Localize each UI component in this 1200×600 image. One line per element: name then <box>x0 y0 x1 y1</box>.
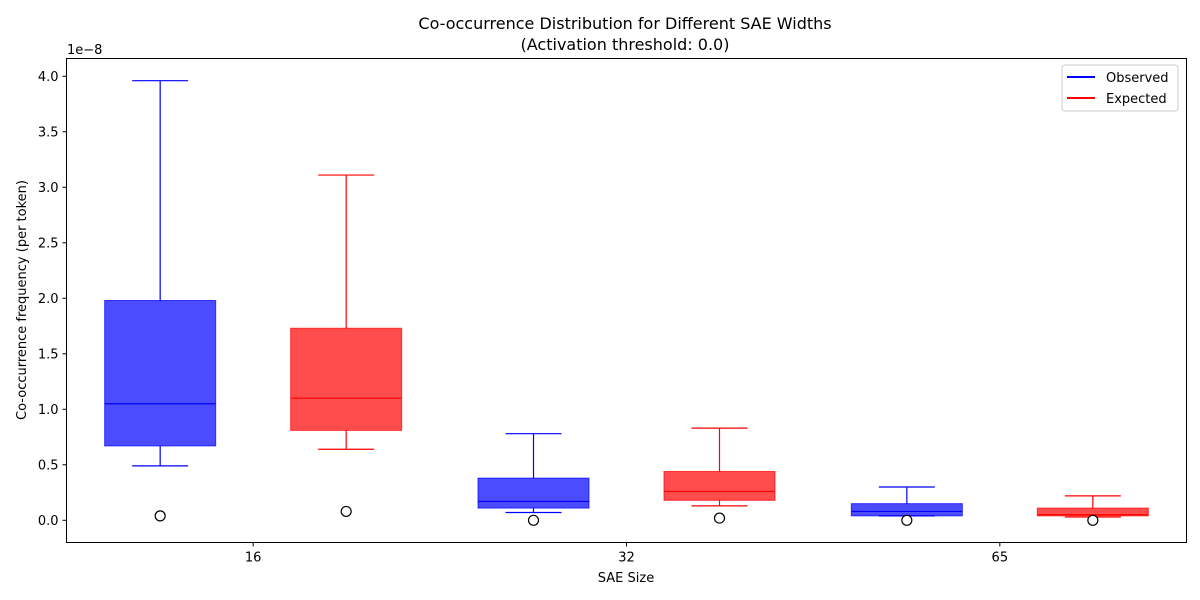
box-groups <box>104 80 1149 526</box>
y-tick-label: 2.5 <box>38 236 59 251</box>
legend: Observed Expected <box>1061 64 1179 112</box>
iqr-box <box>850 503 963 517</box>
box-observed-65 <box>850 486 963 526</box>
legend-label-observed: Observed <box>1106 71 1169 86</box>
x-axis-ticks: 16 32 65 <box>245 542 1009 566</box>
iqr-box <box>663 470 776 501</box>
outlier-point <box>1087 514 1099 526</box>
x-tick-label: 65 <box>992 551 1009 566</box>
chart-title: Co-occurrence Distribution for Different… <box>418 14 831 33</box>
y-axis-label: Co-occurrence frequency (per token) <box>15 180 30 420</box>
outlier-point <box>713 512 726 524</box>
iqr-box <box>290 327 403 431</box>
y-tick-label: 4.0 <box>38 70 59 85</box>
outlier-point <box>154 510 166 522</box>
box-expected-16 <box>290 174 403 518</box>
y-axis-ticks: 0.0 0.5 1.0 1.5 2.0 2.5 3.0 3.5 4.0 <box>38 70 67 529</box>
iqr-box <box>104 300 217 447</box>
x-tick-label: 32 <box>618 551 635 566</box>
iqr-box <box>477 477 590 509</box>
y-tick-label: 0.5 <box>38 458 59 473</box>
outlier-point <box>901 514 913 526</box>
outlier-point <box>527 514 540 526</box>
y-scale-offset-label: 1e−8 <box>67 43 102 58</box>
x-tick-label: 16 <box>245 551 262 566</box>
y-tick-label: 3.5 <box>38 125 59 140</box>
x-axis-label: SAE Size <box>598 571 654 586</box>
y-tick-label: 0.0 <box>38 514 59 529</box>
chart-subtitle: (Activation threshold: 0.0) <box>521 35 730 54</box>
outlier-point <box>340 505 352 518</box>
box-expected-65 <box>1036 495 1149 526</box>
plot-area-frame <box>66 58 1187 543</box>
legend-label-expected: Expected <box>1106 92 1167 107</box>
box-observed-32 <box>477 433 590 526</box>
y-tick-label: 2.0 <box>38 292 59 307</box>
y-tick-label: 3.0 <box>38 181 59 196</box>
box-expected-32 <box>663 427 776 524</box>
y-tick-label: 1.0 <box>38 403 59 418</box>
y-tick-label: 1.5 <box>38 347 59 362</box>
box-observed-16 <box>104 80 217 522</box>
